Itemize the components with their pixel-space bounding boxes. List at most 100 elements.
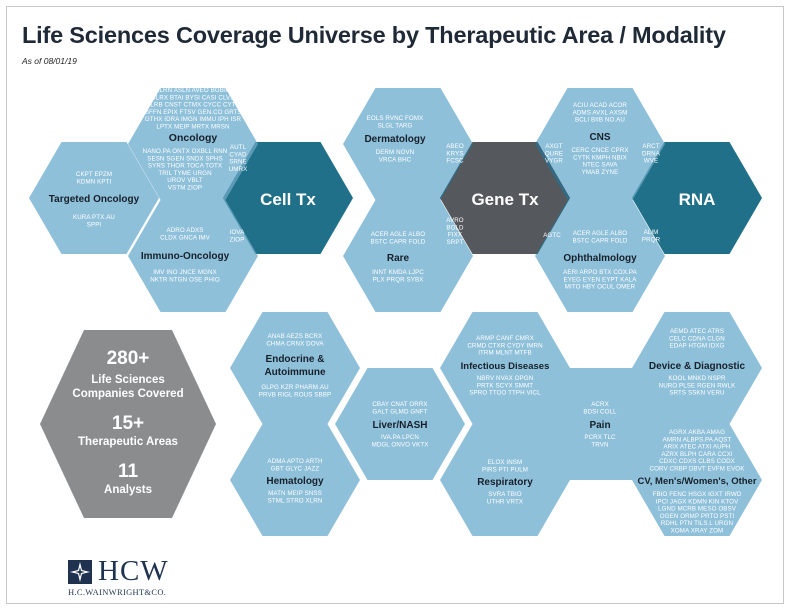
ticker-list: MATN MEIP SNSS xyxy=(268,490,322,497)
ticker-list: BSTC CAPR FOLD xyxy=(572,237,627,244)
overlap-ticker-list: AUTL xyxy=(230,144,247,151)
area-title-endocrine: Endocrine & xyxy=(266,354,325,365)
compass-star-icon xyxy=(68,560,92,584)
ticker-list: PRVB RIGL ROUS SBBP xyxy=(259,391,331,398)
ticker-list: SYRS THOR TOCA TOTX xyxy=(148,163,222,170)
ticker-list: CRMD CTXR CYDY IMRN xyxy=(467,342,542,349)
ticker-list: ACER AGLE ALBO xyxy=(573,230,627,237)
logo-company-name: H.C.WAINWRIGHT&CO. xyxy=(68,587,167,597)
ticker-list: ANAB AEZS BCRX xyxy=(268,333,323,340)
ticker-list: SLGL TARG xyxy=(378,122,413,129)
ticker-list: CERC CNCE CPRX xyxy=(571,147,628,154)
summary-hex xyxy=(40,330,216,518)
area-title-oncology: Oncology xyxy=(169,132,218,144)
overlap-oph-gene xyxy=(536,200,569,254)
overlap-ticker-list: ABEO xyxy=(446,143,464,150)
ticker-list: VSTM ZIOP xyxy=(168,185,202,192)
overlap-ticker-list: UMRX xyxy=(229,166,248,173)
ticker-list: EDAP HTGM IDXG xyxy=(670,343,725,350)
overlap-ticker-list: ZIOP xyxy=(230,236,245,243)
ticker-list: AERI ARPO BTX COX.PA xyxy=(563,269,638,276)
modality-hex-cell-tx xyxy=(223,142,353,254)
area-title-autoimmune: Autoimmune xyxy=(264,367,326,378)
summary-areas-label: Therapeutic Areas xyxy=(78,436,178,448)
ticker-list: KURA PTX.AU xyxy=(73,214,115,221)
ticker-list: SRTS SSKN VERU xyxy=(669,390,724,397)
ticker-list: TRVN xyxy=(591,441,608,448)
ticker-list: ACER AGLE ALBO xyxy=(371,231,425,238)
ticker-list: CBAY CNAT ORRX xyxy=(372,401,427,408)
area-title-hematology: Hematology xyxy=(266,476,324,487)
ticker-list: KDMN KPTI xyxy=(77,178,112,185)
ticker-list: AMRN ALBPS.PA AQST xyxy=(663,436,732,443)
ticker-list: BSTC CAPR FOLD xyxy=(370,238,425,245)
ticker-list: GTHX IDRA IMGN IMMU IPH ISR xyxy=(145,116,242,123)
ticker-list: CLDX GNCA IMV xyxy=(160,234,211,241)
area-hex-oncology xyxy=(128,88,258,200)
modality-label-gene-tx: Gene Tx xyxy=(471,190,539,209)
ticker-list: UTHR VRTX xyxy=(487,498,523,505)
ticker-list: NBRV NVAX OPGN xyxy=(477,375,534,382)
ticker-list: MITO HBY OCUL OMER xyxy=(565,284,636,291)
ticker-list: GBT GLYC JAZZ xyxy=(271,465,320,472)
overlap-ticker-list: ARCT xyxy=(642,143,659,150)
area-hex-cv xyxy=(632,424,762,536)
ticker-list: RDHL PTN TILS.L URGN xyxy=(661,520,733,527)
overlap-ticker-list: SRNE xyxy=(229,159,247,166)
ticker-list: LPTX MEIP MRTX MRSN xyxy=(156,124,229,131)
modality-label-cell-tx: Cell Tx xyxy=(260,190,316,209)
ticker-list: ALRN ASLN AVEO BGBIO xyxy=(155,87,231,94)
area-title-infectious: Infectious Diseases xyxy=(461,361,550,372)
overlap-ticker-list: ALIM xyxy=(644,229,659,236)
summary-companies-count: 280+ xyxy=(107,348,150,369)
ticker-list: ACRX xyxy=(591,401,609,408)
area-title-rare: Rare xyxy=(387,253,410,264)
ticker-list: GLPG KZR PHARM.AU xyxy=(261,384,328,391)
page-border xyxy=(6,6,784,604)
ticker-list: GFFN EPIX FTSV GEN.CO GRTS xyxy=(144,109,242,116)
ticker-list: SVRA TBIO xyxy=(488,491,522,498)
area-hex-inf xyxy=(440,312,570,424)
area-hex-hema xyxy=(230,424,360,536)
area-hex-resp xyxy=(440,424,570,536)
area-hex-dev xyxy=(632,312,762,424)
area-title-ophthalmology: Ophthalmology xyxy=(563,253,637,264)
ticker-list: ADMA APTO ARTH xyxy=(267,458,322,465)
area-hex-derm xyxy=(343,88,473,200)
area-title-cv: CV, Men's/Women's, Other xyxy=(637,476,756,487)
ticker-list: ITRM MLNT MTFB xyxy=(478,350,532,357)
ticker-list: CORV CRBP DBVT EVFM EVOK xyxy=(650,466,746,473)
ticker-list: PIRS PTI PULM xyxy=(482,466,528,473)
area-title-dermatology: Dermatology xyxy=(364,134,426,145)
summary-analysts-count: 11 xyxy=(118,461,139,482)
area-hex-cns xyxy=(535,88,665,200)
area-hex-oph xyxy=(535,200,665,312)
area-title-cns: CNS xyxy=(589,132,610,143)
overlap-ticker-list: AVRO xyxy=(446,217,464,224)
area-title-immuno-oncology: Immuno-Oncology xyxy=(141,251,230,262)
overlap-ticker-list: QURE xyxy=(545,150,563,157)
ticker-list: UROV VBLT xyxy=(167,177,203,184)
overlap-ticker-list: AGTC xyxy=(543,232,561,239)
ticker-list: BLRX BTAI BYSI CASI CLVS xyxy=(152,94,235,101)
ticker-list: FBIO FENC HSGX IGXT IRWD xyxy=(653,491,742,498)
ticker-list: OGEN ORMP PRTO PSTI xyxy=(660,513,735,520)
ticker-list: CLRB CNST CTMX CYCC CYTR xyxy=(146,102,241,109)
area-title-respiratory: Respiratory xyxy=(477,477,533,488)
ticker-list: NANO.PA ONTX OXBLL RNN xyxy=(143,148,228,155)
area-hex-io xyxy=(128,200,258,312)
overlap-ticker-list: SRPT xyxy=(447,239,464,246)
ticker-list: BDSI COLL xyxy=(583,408,617,415)
area-title-device: Device & Diagnostic xyxy=(649,361,746,372)
ticker-list: ADRO ADXS xyxy=(166,227,203,234)
ticker-list: PLX PRQR SYBX xyxy=(373,276,424,283)
area-hex-liver xyxy=(335,368,465,480)
area-title-pain: Pain xyxy=(589,420,610,431)
ticker-list: IVA.PA LPCN xyxy=(381,434,419,441)
ticker-list: PRTK SCYX SMMT xyxy=(477,382,533,389)
overlap-io-cell xyxy=(224,200,257,254)
overlap-ticker-list: PRQR xyxy=(642,236,661,243)
ticker-list: ELOX INSM xyxy=(488,459,523,466)
ticker-list: EYEG EYEN EYPT KALA xyxy=(564,276,638,283)
ticker-list: VRCA BHC xyxy=(379,156,412,163)
